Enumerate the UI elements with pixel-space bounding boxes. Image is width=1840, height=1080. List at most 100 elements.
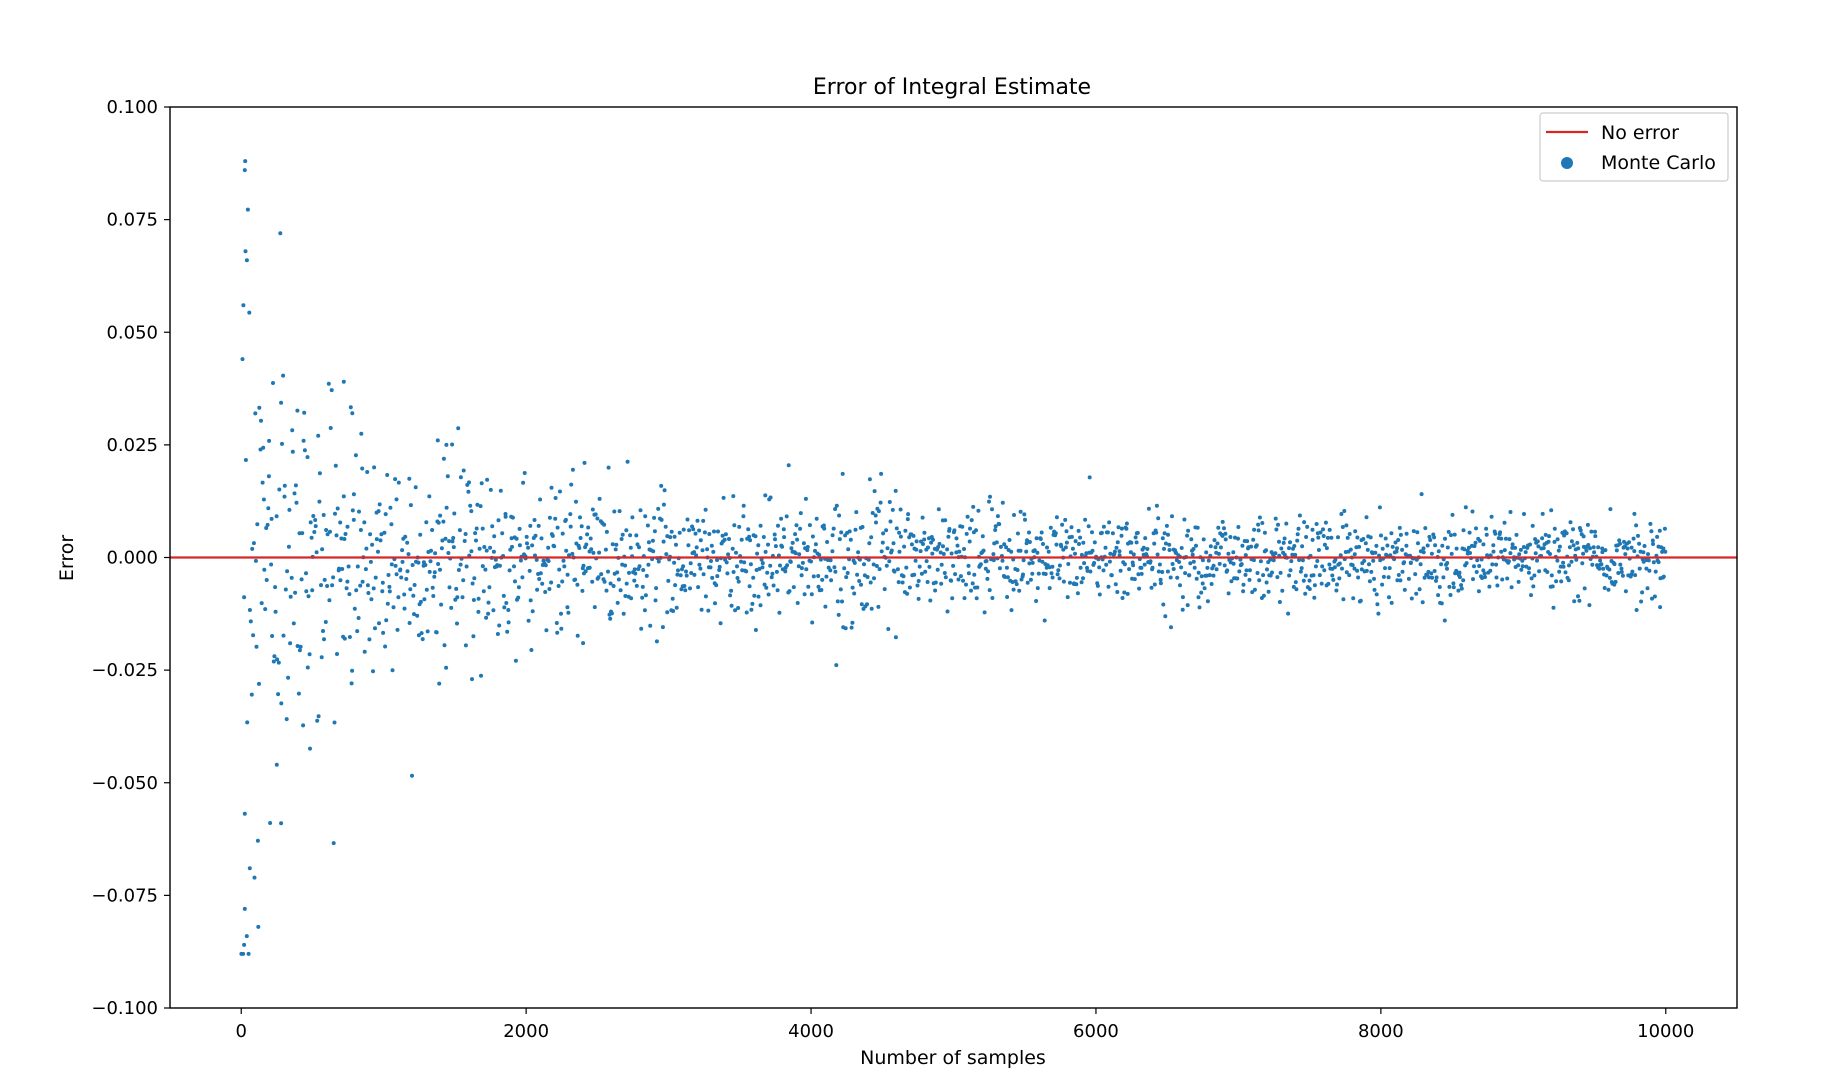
scatter-point — [1160, 536, 1165, 541]
scatter-point — [1262, 530, 1267, 535]
scatter-point — [1375, 602, 1380, 607]
scatter-point — [429, 548, 433, 553]
scatter-point — [461, 578, 466, 583]
scatter-point — [451, 545, 456, 550]
scatter-point — [1415, 530, 1420, 535]
scatter-point — [407, 621, 412, 625]
x-axis-label: Number of samples — [860, 1047, 1046, 1069]
scatter-point — [555, 525, 560, 530]
scatter-point — [1459, 586, 1464, 591]
scatter-point — [1663, 549, 1668, 554]
scatter-point — [735, 564, 739, 569]
scatter-point — [1324, 546, 1329, 551]
scatter-point — [1657, 528, 1662, 533]
scatter-point — [1304, 535, 1309, 539]
scatter-point — [1092, 561, 1097, 565]
scatter-point — [251, 541, 256, 546]
scatter-point — [451, 536, 456, 540]
scatter-point — [577, 546, 582, 550]
scatter-point — [449, 605, 454, 610]
scatter-point — [1000, 558, 1005, 563]
scatter-point — [1439, 562, 1444, 567]
scatter-point — [1318, 530, 1323, 535]
scatter-point — [1180, 607, 1185, 612]
scatter-point — [1598, 558, 1603, 563]
scatter-point — [665, 610, 670, 615]
scatter-point — [895, 567, 900, 572]
scatter-point — [299, 577, 304, 582]
scatter-point — [590, 507, 595, 512]
scatter-point — [1355, 535, 1360, 540]
scatter-point — [1045, 545, 1049, 550]
scatter-point — [1235, 576, 1240, 581]
scatter-point — [1567, 545, 1572, 550]
scatter-point — [947, 527, 952, 531]
scatter-point — [381, 630, 386, 635]
scatter-point — [1322, 542, 1327, 547]
scatter-point — [367, 637, 372, 642]
scatter-point — [557, 567, 562, 572]
scatter-point — [1530, 523, 1535, 528]
scatter-point — [1131, 563, 1136, 568]
scatter-point — [1213, 545, 1218, 550]
scatter-point — [240, 357, 245, 362]
scatter-point — [1200, 558, 1205, 563]
scatter-point — [419, 631, 424, 636]
scatter-point — [445, 474, 450, 479]
scatter-point — [304, 589, 309, 594]
scatter-point — [678, 573, 683, 578]
scatter-point — [843, 626, 848, 631]
scatter-point — [732, 523, 737, 528]
scatter-point — [562, 564, 567, 569]
scatter-point — [255, 522, 260, 527]
scatter-point — [311, 514, 316, 518]
scatter-point — [1395, 546, 1399, 551]
scatter-point — [1331, 577, 1336, 582]
scatter-point — [473, 531, 478, 536]
scatter-point — [1287, 573, 1292, 578]
scatter-point — [650, 538, 655, 543]
scatter-point — [604, 588, 609, 593]
scatter-point — [842, 566, 847, 571]
scatter-point — [788, 559, 793, 564]
scatter-point — [1015, 531, 1020, 536]
scatter-point — [751, 575, 756, 580]
scatter-point — [587, 565, 592, 570]
scatter-point — [317, 471, 322, 476]
scatter-point — [319, 583, 323, 588]
scatter-point — [1314, 522, 1319, 526]
scatter-point — [905, 517, 910, 522]
scatter-point — [937, 541, 942, 546]
scatter-point — [943, 518, 948, 523]
scatter-point — [1429, 571, 1434, 576]
scatter-point — [1079, 580, 1084, 585]
scatter-point — [354, 588, 359, 593]
scatter-point — [1293, 552, 1298, 557]
scatter-point — [452, 511, 457, 516]
scatter-point — [829, 578, 834, 583]
scatter-point — [569, 482, 574, 487]
scatter-point — [575, 582, 580, 587]
scatter-point — [1278, 570, 1283, 575]
scatter-point — [1555, 537, 1560, 542]
scatter-point — [1243, 553, 1248, 558]
scatter-point — [360, 466, 365, 471]
scatter-point — [1533, 551, 1538, 556]
scatter-point — [355, 629, 360, 634]
scatter-point — [1327, 527, 1332, 532]
scatter-point — [753, 534, 758, 539]
scatter-point — [1273, 551, 1278, 556]
scatter-point — [954, 536, 959, 541]
scatter-point — [1226, 591, 1231, 596]
scatter-point — [1150, 565, 1155, 570]
scatter-point — [1333, 557, 1338, 562]
scatter-point — [1623, 589, 1628, 594]
scatter-point — [804, 567, 809, 572]
scatter-point — [936, 545, 941, 549]
scatter-point — [1133, 535, 1138, 540]
scatter-point — [1379, 533, 1383, 538]
scatter-point — [502, 605, 507, 610]
scatter-point — [943, 575, 948, 580]
scatter-point — [1468, 551, 1472, 555]
scatter-point — [1122, 590, 1127, 595]
